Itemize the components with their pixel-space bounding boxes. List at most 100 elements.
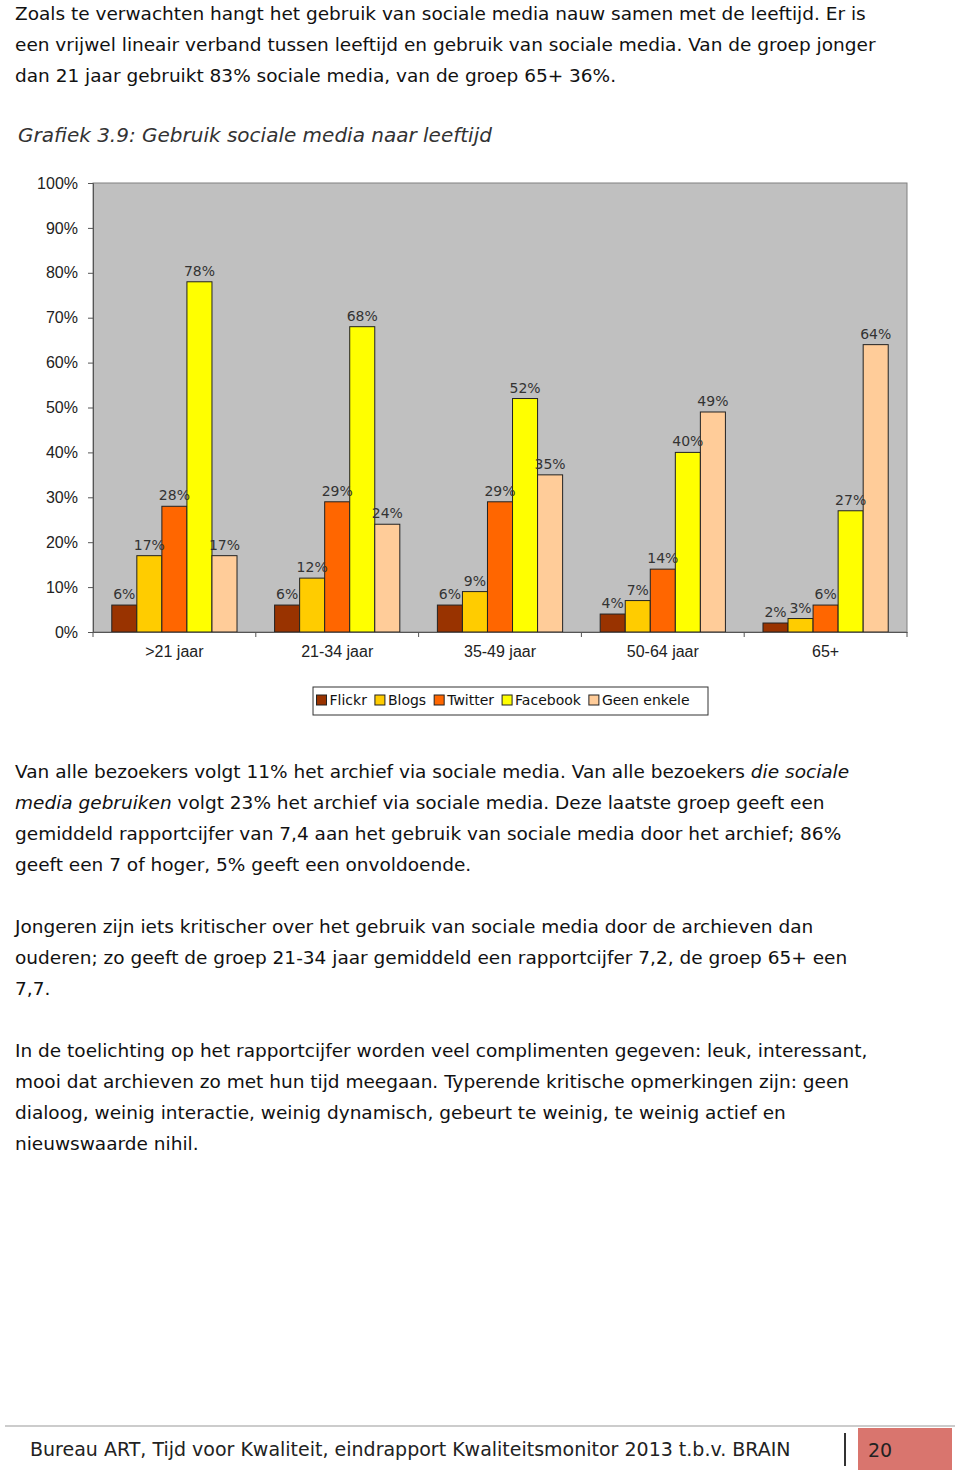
- data-label: 6%: [814, 586, 836, 602]
- bar: [675, 452, 700, 632]
- y-axis-line: [88, 184, 94, 633]
- footer-rule: [5, 1426, 955, 1427]
- data-label: 68%: [347, 308, 378, 324]
- data-label: 17%: [209, 537, 240, 553]
- x-tick: 50-64 jaar: [627, 632, 700, 660]
- bar: [650, 569, 675, 632]
- bar: [350, 327, 375, 632]
- y-tick-mark: [88, 542, 93, 543]
- y-tick-mark: [88, 228, 93, 229]
- bar: [513, 399, 538, 632]
- bar: [162, 506, 187, 632]
- bar: [212, 556, 237, 632]
- text-line: dan 21 jaar gebruikt 83% sociale media, …: [15, 65, 616, 86]
- text-segment: een vrijwel lineair verband tussen leeft…: [15, 34, 876, 55]
- y-tick-label: 10%: [46, 579, 78, 596]
- legend-swatch: [502, 695, 512, 705]
- x-tick: 65+: [812, 632, 839, 660]
- y-tick-mark: [88, 632, 93, 633]
- data-label: 3%: [789, 600, 811, 616]
- text-segment: gemiddeld rapportcijfer van 7,4 aan het …: [15, 823, 841, 844]
- bars: [112, 282, 888, 632]
- text-line: Van alle bezoekers volgt 11% het archief…: [15, 761, 849, 782]
- y-tick: 100%: [37, 175, 93, 192]
- y-tick-label: 70%: [46, 309, 78, 326]
- data-label: 29%: [322, 483, 353, 499]
- page: Zoals te verwachten hangt het gebruik va…: [0, 0, 960, 1473]
- x-tick-label: >21 jaar: [145, 643, 204, 660]
- y-tick-label: 20%: [46, 534, 78, 551]
- x-boundary-tick: [744, 632, 745, 637]
- text-line: In de toelichting op het rapportcijfer w…: [15, 1040, 867, 1061]
- data-label: 17%: [134, 537, 165, 553]
- bar: [538, 475, 563, 632]
- y-tick-label: 90%: [46, 220, 78, 237]
- y-tick-label: 0%: [55, 624, 78, 641]
- data-label: 9%: [464, 573, 486, 589]
- y-tick: 80%: [46, 264, 93, 281]
- y-tick: 70%: [46, 309, 93, 326]
- data-label: 78%: [184, 263, 215, 279]
- y-tick: 50%: [46, 399, 93, 416]
- text-segment: nieuwswaarde nihil.: [15, 1133, 199, 1154]
- y-tick-label: 40%: [46, 444, 78, 461]
- bar: [275, 605, 300, 632]
- legend-box: [313, 687, 708, 715]
- y-tick-mark: [88, 497, 93, 498]
- y-tick-mark: [88, 452, 93, 453]
- bar: [838, 511, 863, 632]
- text-line: een vrijwel lineair verband tussen leeft…: [15, 34, 876, 55]
- data-label: 40%: [672, 433, 703, 449]
- x-tick-label: 21-34 jaar: [301, 643, 374, 660]
- bar: [625, 601, 650, 632]
- y-tick-mark: [88, 273, 93, 274]
- text-line: mooi dat archieven zo met hun tijd meega…: [15, 1071, 849, 1092]
- x-axis: >21 jaar21-34 jaar35-49 jaar50-64 jaar65…: [94, 632, 908, 660]
- text-segment: mooi dat archieven zo met hun tijd meega…: [15, 1071, 849, 1092]
- data-label: 64%: [860, 326, 891, 342]
- y-tick-mark: [88, 408, 93, 409]
- data-label: 6%: [439, 586, 461, 602]
- y-axis: 0%10%20%30%40%50%60%70%80%90%100%: [37, 175, 93, 641]
- legend-swatch: [317, 695, 327, 705]
- y-tick-label: 50%: [46, 399, 78, 416]
- data-label: 6%: [276, 586, 298, 602]
- data-label: 4%: [602, 595, 624, 611]
- text-segment: die sociale: [751, 761, 849, 782]
- data-label: 24%: [372, 505, 403, 521]
- x-boundary-tick: [907, 632, 908, 637]
- bar: [325, 502, 350, 632]
- text-line: gemiddeld rapportcijfer van 7,4 aan het …: [15, 823, 841, 844]
- y-tick: 60%: [46, 354, 93, 371]
- bar: [487, 502, 512, 632]
- y-tick: 0%: [55, 624, 93, 641]
- text-segment: dan 21 jaar gebruikt 83% sociale media, …: [15, 65, 616, 86]
- data-label: 27%: [835, 492, 866, 508]
- bar: [863, 345, 888, 632]
- data-label: 14%: [647, 550, 678, 566]
- text-segment: dialoog, weinig interactie, weinig dynam…: [15, 1102, 786, 1123]
- chart-title: Grafiek 3.9: Gebruik sociale media naar …: [18, 123, 492, 147]
- bar: [600, 614, 625, 632]
- text-segment: Jongeren zijn iets kritischer over het g…: [14, 916, 813, 937]
- text-line: dialoog, weinig interactie, weinig dynam…: [15, 1102, 786, 1123]
- text-segment: media gebruiken: [15, 792, 172, 813]
- y-tick-mark: [88, 318, 93, 319]
- text-segment: Van alle bezoekers volgt 11% het archief…: [15, 761, 751, 782]
- data-label: 2%: [764, 604, 786, 620]
- y-tick-mark: [88, 183, 93, 184]
- legend-label: Blogs: [388, 692, 426, 708]
- y-tick-label: 80%: [46, 264, 78, 281]
- legend-label: Facebook: [515, 692, 582, 708]
- legend-swatch: [375, 695, 385, 705]
- bar: [300, 578, 325, 632]
- x-boundary-tick: [418, 632, 419, 637]
- data-label: 28%: [159, 487, 190, 503]
- bar: [187, 282, 212, 632]
- legend: FlickrBlogsTwitterFacebookGeen enkele: [313, 687, 708, 715]
- footer-separator: [844, 1433, 846, 1466]
- y-tick: 40%: [46, 444, 93, 461]
- bar: [763, 623, 788, 632]
- x-boundary-tick: [255, 632, 256, 637]
- data-label: 12%: [297, 559, 328, 575]
